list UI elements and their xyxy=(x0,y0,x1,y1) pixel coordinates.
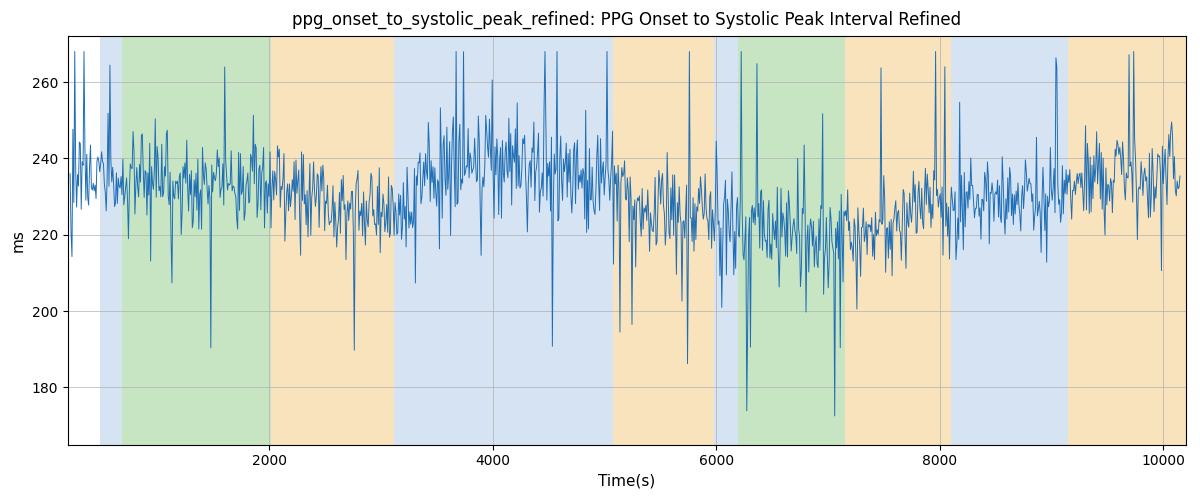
Bar xyxy=(1068,36,1192,445)
Bar xyxy=(416,36,613,445)
Y-axis label: ms: ms xyxy=(11,229,26,252)
Title: ppg_onset_to_systolic_peak_refined: PPG Onset to Systolic Peak Interval Refined: ppg_onset_to_systolic_peak_refined: PPG … xyxy=(292,11,961,30)
Bar xyxy=(868,36,950,445)
Bar xyxy=(271,36,395,445)
Bar xyxy=(613,36,714,445)
Bar xyxy=(121,36,271,445)
Bar xyxy=(101,36,121,445)
Bar xyxy=(714,36,738,445)
Bar xyxy=(845,36,868,445)
Bar xyxy=(395,36,416,445)
X-axis label: Time(s): Time(s) xyxy=(598,474,655,489)
Bar xyxy=(738,36,845,445)
Bar xyxy=(950,36,1068,445)
